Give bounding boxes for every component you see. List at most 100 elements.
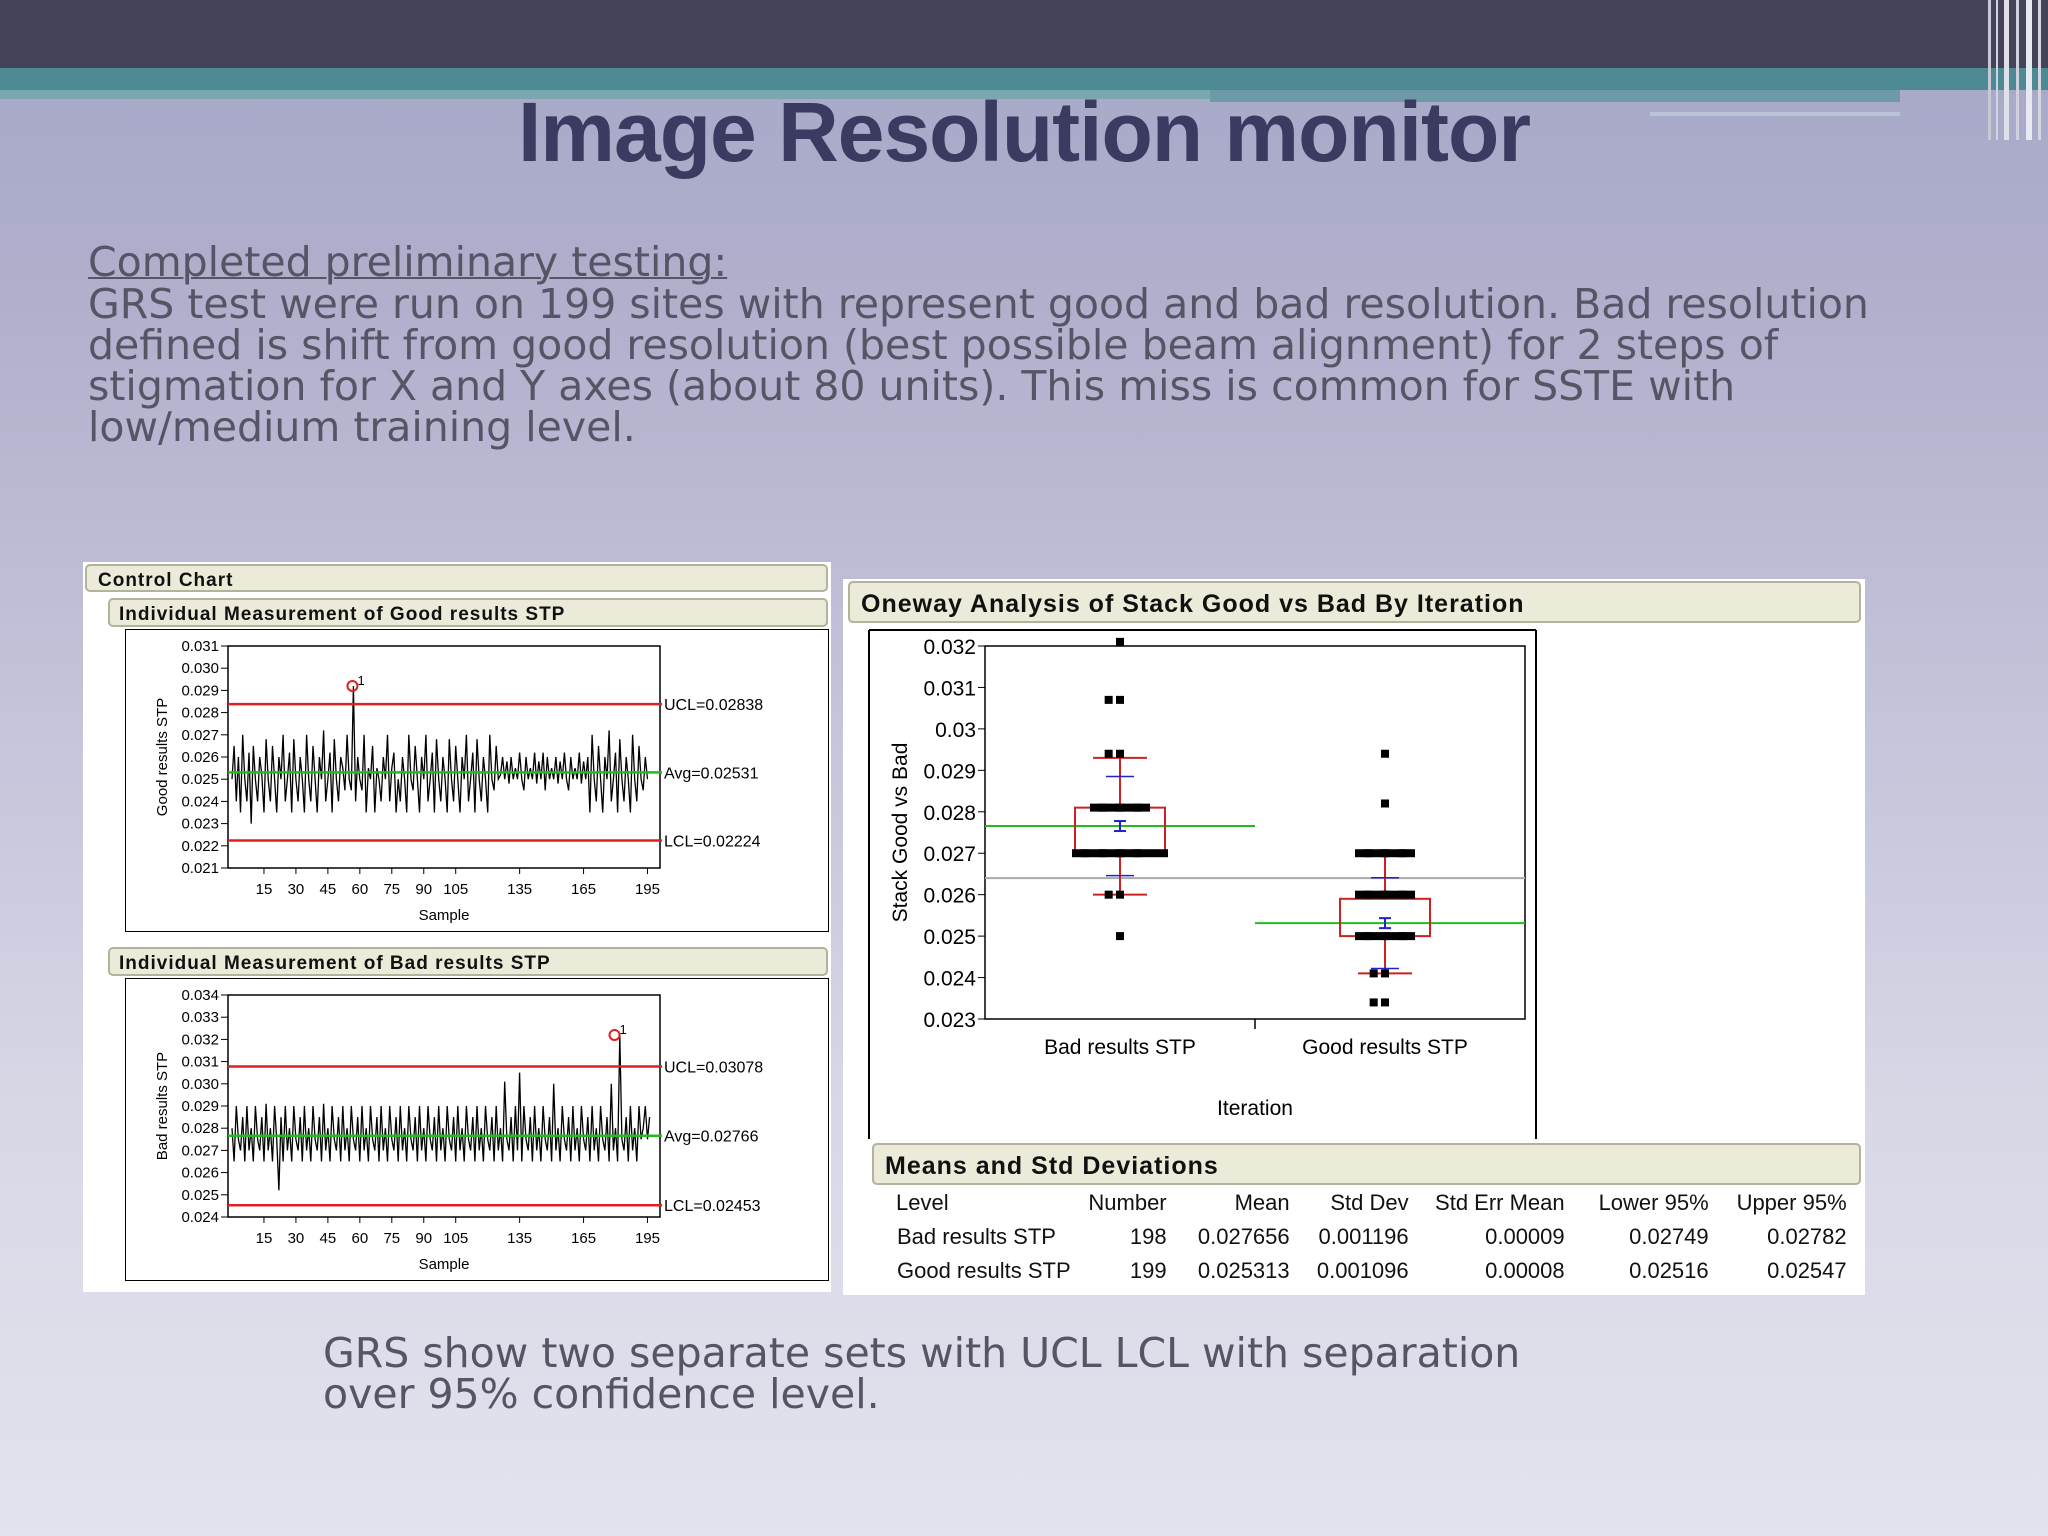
y-tick-label: 0.024 — [181, 1209, 219, 1226]
y-tick-label: 0.027 — [181, 1142, 219, 1159]
x-tick-label: 135 — [507, 881, 532, 898]
data-point — [1369, 969, 1378, 978]
table-cell: 0.02749 — [1629, 1224, 1709, 1249]
table-cell: 0.02782 — [1767, 1224, 1847, 1249]
y-tick-label: 0.028 — [181, 705, 219, 722]
data-point — [1381, 799, 1389, 808]
data-series-line — [231, 1034, 651, 1191]
table-cell: 0.027656 — [1197, 1224, 1290, 1249]
category-label: Good results STP — [1302, 1036, 1468, 1059]
table-row: Bad results STP 198 0.027656 0.001196 0.… — [860, 1220, 1847, 1254]
dense-point-row — [1072, 849, 1168, 858]
body-paragraph: GRS test were run on 199 sites with repr… — [88, 280, 1869, 451]
slide-title: Image Resolution monitor — [517, 85, 1531, 179]
table-cell: 0.001096 — [1316, 1258, 1409, 1283]
y-tick-label: 0.029 — [181, 682, 219, 699]
table-cell: 0.001196 — [1318, 1224, 1409, 1249]
table-cell: 0.025313 — [1197, 1258, 1290, 1283]
y-tick-label: 0.027 — [181, 727, 219, 744]
data-point — [1381, 998, 1389, 1007]
y-tick-label: 0.032 — [923, 636, 976, 659]
x-axis-label: Sample — [419, 1256, 470, 1273]
lcl-label: LCL=0.02453 — [664, 1198, 761, 1215]
x-tick-label: 195 — [635, 881, 660, 898]
x-tick-label: 30 — [288, 881, 305, 898]
y-tick-label: 0.031 — [923, 677, 976, 700]
x-tick-label: 75 — [383, 1230, 400, 1247]
y-tick-label: 0.032 — [181, 1031, 219, 1048]
data-point — [1104, 749, 1113, 758]
table-row: Good results STP 199 0.025313 0.001096 0… — [860, 1254, 1847, 1288]
table-cell: 199 — [1129, 1258, 1167, 1283]
x-tick-label: 105 — [443, 1230, 468, 1247]
oneway-header: Oneway Analysis of Stack Good vs Bad By … — [848, 581, 1861, 623]
y-tick-label: 0.030 — [181, 660, 219, 677]
data-point — [1116, 637, 1124, 646]
lcl-label: LCL=0.02224 — [664, 833, 761, 850]
control-chart-panel: Control Chart Individual Measurement of … — [83, 562, 831, 1292]
good-control-chart: 0.021 0.022 0.023 0.024 0.025 0.026 0.027 0.028… — [125, 629, 829, 932]
y-axis-label: Good results STP — [154, 698, 171, 816]
accent-band — [0, 68, 2048, 90]
avg-label: Avg=0.02766 — [664, 1129, 759, 1146]
y-tick-label: 0.030 — [181, 1076, 219, 1093]
x-tick-label: 45 — [320, 1230, 337, 1247]
table-header: Number — [1088, 1190, 1167, 1215]
table-header: Level — [896, 1190, 949, 1215]
data-point — [1381, 969, 1389, 978]
control-chart-header: Control Chart — [85, 564, 828, 592]
data-point — [1369, 998, 1378, 1007]
x-tick-label: 105 — [443, 881, 468, 898]
data-point — [1116, 695, 1124, 704]
data-point — [1116, 932, 1124, 941]
data-point — [1381, 749, 1389, 758]
y-tick-label: 0.024 — [181, 793, 219, 810]
table-cell: Good results STP — [897, 1258, 1071, 1283]
y-tick-label: 0.029 — [923, 760, 976, 783]
y-tick-label: 0.029 — [181, 1098, 219, 1115]
footer-text: GRS show two separate sets with UCL LCL … — [323, 1329, 1521, 1418]
x-axis-label: Iteration — [1217, 1097, 1293, 1120]
y-tick-label: 0.034 — [181, 987, 219, 1004]
x-tick-label: 135 — [507, 1230, 532, 1247]
y-tick-label: 0.028 — [923, 802, 976, 825]
data-point — [1104, 695, 1113, 704]
table-header: Std Dev — [1330, 1190, 1409, 1215]
top-bar — [0, 0, 2048, 68]
table-cell: 0.02516 — [1629, 1258, 1709, 1283]
edge-stripes — [1988, 0, 2041, 140]
dense-point-row — [1355, 849, 1415, 858]
x-tick-label: 90 — [415, 1230, 432, 1247]
x-tick-label: 30 — [288, 1230, 305, 1247]
oneway-analysis-panel: Oneway Analysis of Stack Good vs Bad By … — [843, 579, 1865, 1295]
accent-line-right — [1650, 112, 1900, 116]
x-axis-label: Sample — [419, 907, 470, 924]
x-tick-label: 75 — [383, 881, 400, 898]
flagged-point — [346, 679, 359, 692]
category-label: Bad results STP — [1044, 1036, 1196, 1059]
avg-label: Avg=0.02531 — [664, 765, 759, 782]
y-tick-label: 0.03 — [935, 719, 976, 742]
table-cell: Bad results STP — [897, 1224, 1056, 1249]
data-point — [1104, 890, 1113, 899]
x-tick-label: 60 — [351, 1230, 368, 1247]
table-cell: 0.02547 — [1767, 1258, 1847, 1283]
table-header: Lower 95% — [1598, 1190, 1709, 1215]
x-tick-label: 165 — [571, 881, 596, 898]
x-tick-label: 45 — [320, 881, 337, 898]
y-axis-label: Stack Good vs Bad — [889, 743, 912, 923]
y-tick-label: 0.026 — [181, 749, 219, 766]
y-tick-label: 0.023 — [923, 1009, 976, 1032]
accent-band-lower — [0, 90, 1210, 99]
ucl-label: UCL=0.03078 — [664, 1059, 763, 1076]
data-series-line — [231, 685, 649, 824]
x-tick-label: 195 — [635, 1230, 660, 1247]
x-tick-label: 90 — [415, 881, 432, 898]
dense-point-row — [1355, 932, 1415, 941]
bad-control-chart: 0.024 0.025 0.026 0.027 0.028 0.029 0.030 0.031… — [125, 978, 829, 1281]
y-tick-label: 0.024 — [923, 968, 976, 991]
flagged-point — [608, 1028, 621, 1041]
y-tick-label: 0.025 — [923, 926, 976, 949]
chart-frame — [125, 629, 829, 932]
table-header: Std Err Mean — [1435, 1190, 1565, 1215]
